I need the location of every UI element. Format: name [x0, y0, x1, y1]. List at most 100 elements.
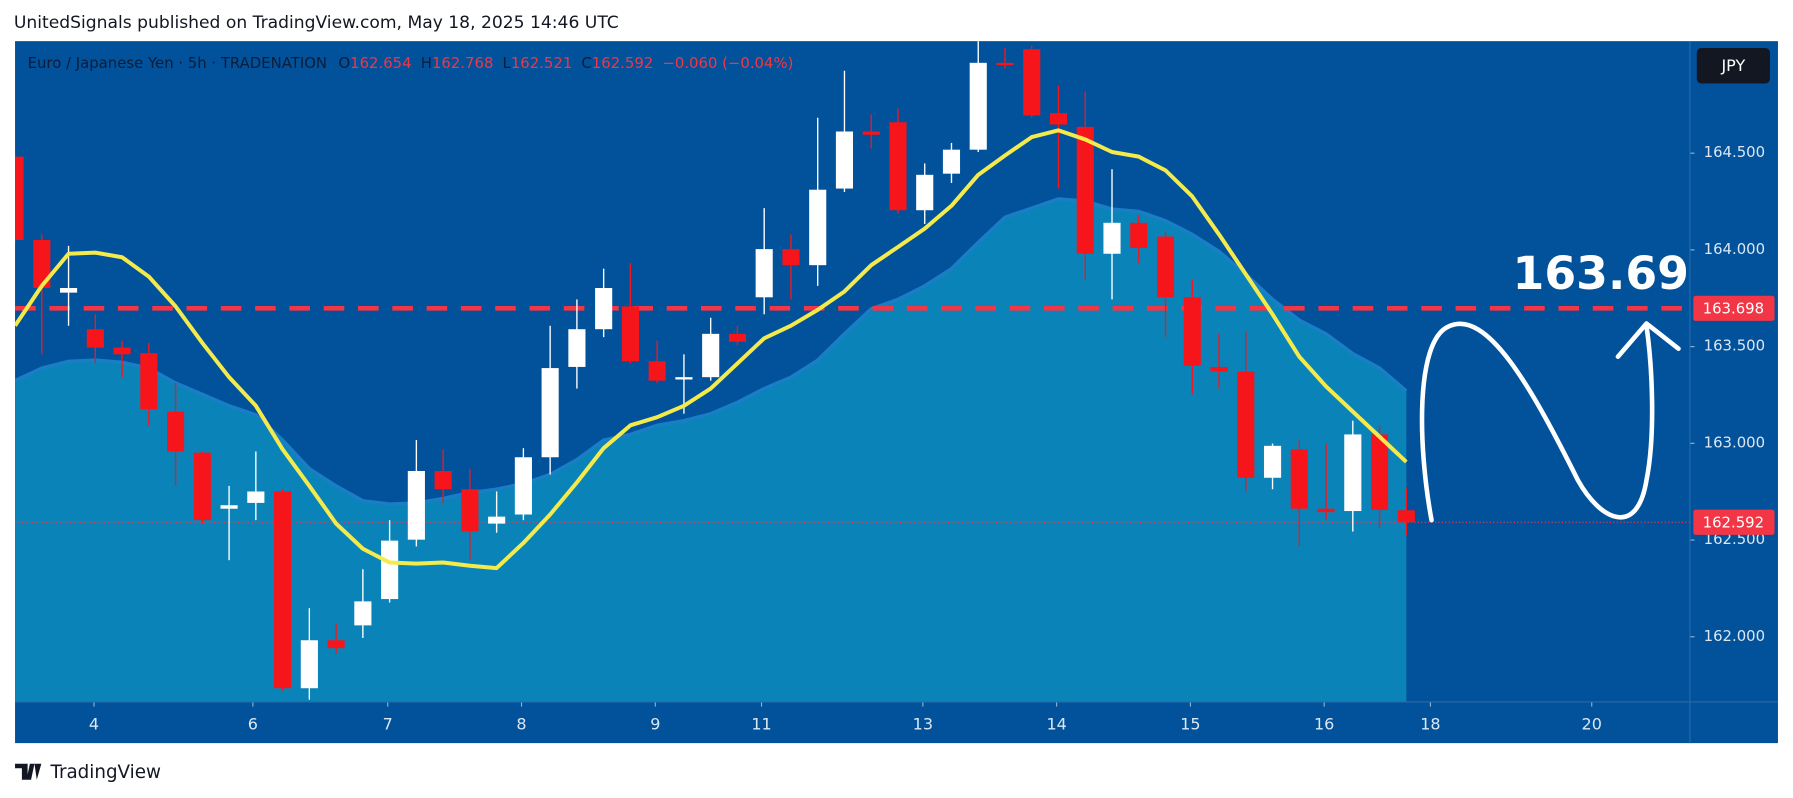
y-tick-label: 164.000 [1704, 240, 1765, 258]
candle-body [167, 411, 185, 452]
ohlc-key: H [421, 54, 432, 72]
candle-body [1049, 113, 1068, 125]
x-tick-label: 7 [383, 714, 393, 733]
x-tick-label: 13 [913, 714, 933, 733]
candle-body [514, 457, 532, 515]
publisher-line: UnitedSignals published on TradingView.c… [14, 13, 619, 33]
x-tick-label: 9 [650, 714, 660, 733]
candle-body [327, 640, 345, 649]
candle-body [728, 333, 746, 342]
candle-body [33, 240, 51, 288]
y-tick-label: 163.000 [1704, 433, 1765, 451]
axes: 162.000162.500163.000163.500164.000164.5… [15, 41, 1778, 744]
candle-body [300, 640, 318, 689]
y-tick-label: 163.500 [1704, 337, 1765, 355]
candle-body [1210, 366, 1228, 372]
candle-body [969, 62, 987, 150]
candle-body [1344, 434, 1362, 512]
candle-body [1103, 222, 1121, 254]
drawn-arrow [1419, 321, 1681, 523]
candle-body [1130, 222, 1148, 248]
price-tag [1693, 295, 1775, 321]
plot-area [15, 41, 1690, 702]
candle-body [1023, 49, 1041, 116]
footer-logo: TradingView [15, 762, 161, 783]
candle-body [407, 470, 425, 540]
candle-body [675, 377, 693, 380]
x-tick-label: 14 [1046, 714, 1066, 733]
candle-body [434, 470, 452, 490]
candle-body [274, 491, 292, 689]
currency-label[interactable]: JPY [1720, 56, 1745, 75]
candle-body [835, 131, 854, 189]
candle-body [755, 249, 773, 298]
ohlc-key: C [581, 54, 591, 72]
currency-button[interactable] [1696, 48, 1770, 84]
candle-body [247, 491, 265, 503]
candle-body [461, 489, 479, 532]
candle-body [1371, 434, 1389, 510]
candle-body [809, 189, 827, 266]
candle-body [889, 122, 907, 211]
candle-body [621, 306, 639, 362]
y-tick-label: 164.500 [1704, 143, 1765, 161]
x-tick-label: 6 [248, 714, 258, 733]
price-tag [1693, 509, 1775, 535]
candle-body [648, 361, 666, 381]
ohlc-value: 162.521 [511, 54, 572, 72]
candle-body [381, 540, 399, 600]
candle-body [916, 174, 934, 211]
symbol-legend: Euro / Japanese Yen · 5h · TRADENATION O1… [28, 54, 794, 72]
x-tick-label: 20 [1582, 714, 1602, 733]
ohlc-value: 162.768 [432, 54, 493, 72]
legend-line: Euro / Japanese Yen · 5h · TRADENATION O1… [28, 54, 794, 72]
candle-body [1237, 371, 1255, 478]
logo-mark [15, 763, 42, 780]
candle-body [86, 329, 104, 348]
candle-body [782, 249, 800, 266]
candle-body [595, 287, 613, 330]
symbol-name: Euro / Japanese Yen · 5h · TRADENATION [28, 54, 327, 72]
candle-body [113, 347, 131, 355]
candle-body [1076, 126, 1094, 254]
ma-area-line [15, 197, 1408, 506]
x-tick-label: 18 [1420, 714, 1440, 733]
candle-body [942, 149, 961, 174]
x-tick-label: 8 [516, 714, 526, 733]
candle-body [354, 601, 372, 626]
candle-body [1156, 236, 1175, 298]
ma-line [15, 128, 1408, 571]
candle-body [140, 353, 158, 410]
candle-body [996, 62, 1014, 66]
price-tag-label: 162.592 [1703, 513, 1764, 531]
candle-body [1317, 508, 1335, 513]
candle-body [193, 452, 211, 521]
candle-body [220, 505, 238, 509]
x-tick-label: 4 [89, 714, 99, 733]
candle-body [488, 516, 506, 524]
candle-body [541, 368, 559, 458]
candle-body [568, 329, 586, 367]
ohlc-key: O [338, 54, 350, 72]
x-tick-label: 16 [1314, 714, 1334, 733]
ohlc-key: L [503, 54, 512, 72]
footer-brand: TradingView [49, 762, 161, 783]
candle-body [1263, 445, 1282, 478]
candle-body [1183, 297, 1201, 366]
y-tick-label: 162.000 [1704, 627, 1765, 645]
ohlc-value: 162.592 [592, 54, 653, 72]
candle-body [1397, 510, 1415, 523]
candle-body [702, 333, 720, 378]
candle-body [59, 287, 78, 293]
price-annotation: 163.69 [1513, 247, 1689, 300]
x-tick-label: 11 [751, 714, 771, 733]
candle-body [862, 131, 880, 135]
candle-body [1290, 449, 1308, 509]
ohlc-value: 162.654 [350, 54, 411, 72]
change-value: −0.060 (−0.04%) [662, 54, 793, 72]
price-tag-label: 163.698 [1703, 299, 1764, 317]
candle-body [15, 156, 24, 241]
x-tick-label: 15 [1180, 714, 1200, 733]
